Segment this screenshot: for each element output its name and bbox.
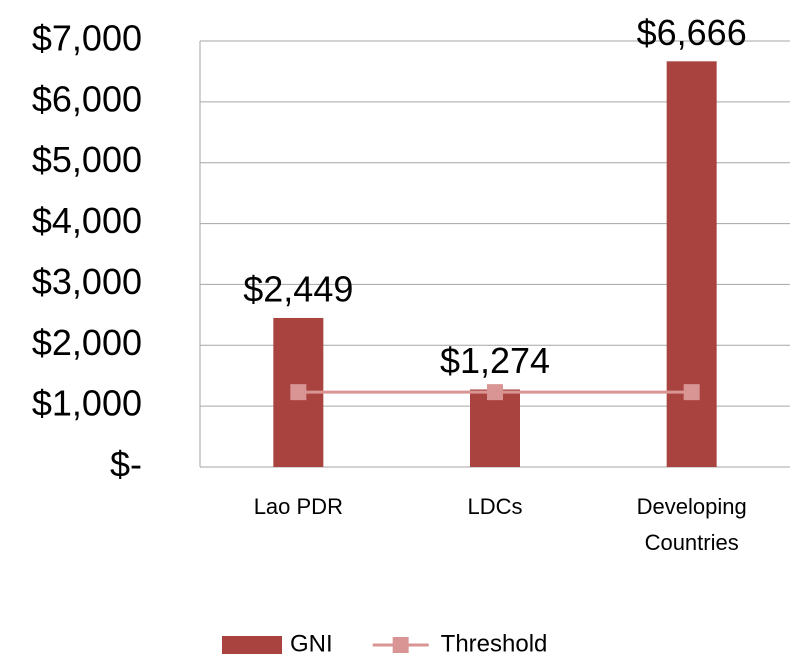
legend-label: Threshold (441, 630, 548, 657)
y-tick-label: $- (110, 444, 142, 485)
y-tick-label: $2,000 (32, 322, 142, 363)
y-tick-label: $6,000 (32, 78, 142, 119)
legend-label: GNI (290, 630, 333, 657)
bar (666, 61, 717, 467)
x-tick-label: Lao PDR (253, 494, 343, 519)
marker (487, 384, 503, 401)
bar (470, 389, 520, 467)
marker (683, 384, 700, 401)
data-label: $2,449 (243, 268, 353, 309)
x-tick-label: Developing Countries (636, 494, 747, 555)
y-tick-label: $1,000 (32, 383, 142, 424)
marker (290, 384, 307, 401)
data-label: $1,274 (440, 340, 550, 381)
x-tick-label: LDCs (467, 494, 523, 519)
y-tick-label: $7,000 (32, 18, 142, 59)
legend-marker (392, 637, 409, 653)
y-tick-label: $5,000 (32, 139, 142, 180)
y-tick-label: $3,000 (32, 261, 142, 302)
data-label: $6,666 (637, 12, 747, 53)
legend-swatch (222, 636, 282, 654)
y-tick-label: $4,000 (32, 200, 142, 241)
